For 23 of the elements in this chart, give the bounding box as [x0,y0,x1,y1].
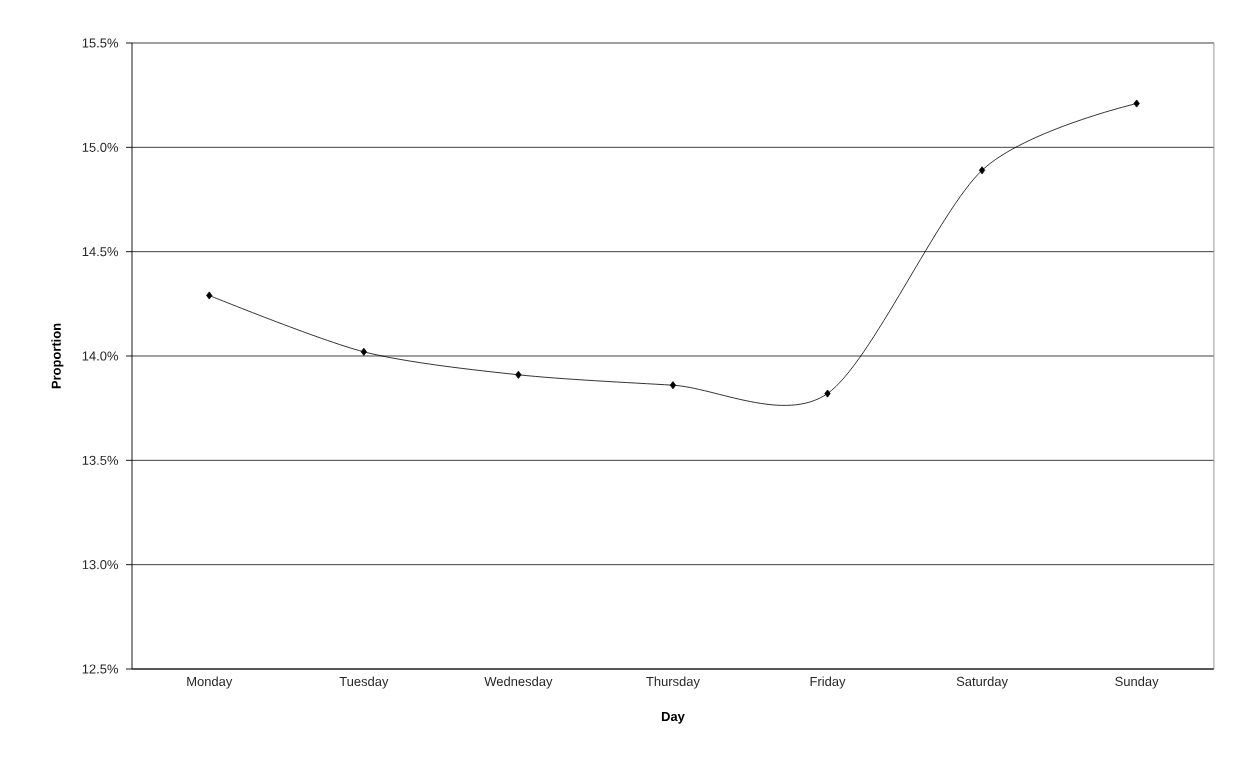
y-tick-label: 14.0% [82,351,119,361]
y-tick-label: 13.0% [82,560,119,570]
x-tick-label: Friday [810,676,846,689]
y-tick-label: 12.5% [82,664,119,674]
point [206,291,213,300]
point [824,389,831,398]
x-axis-title: Day [661,712,685,724]
x-tick-label: Tuesday [339,676,389,689]
x-tick-label: Monday [187,676,233,689]
x-tick-label: Saturday [956,676,1008,689]
y-tick-label: 14.5% [82,247,119,257]
x-tick-label: Wednesday [484,676,553,689]
y-tick-label: 13.5% [82,455,119,465]
y-tick-label: 15.0% [82,142,119,152]
point [360,347,367,356]
x-tick-label: Thursday [646,676,700,689]
x-tick-label: Sunday [1115,676,1159,689]
y-tick-label: 15.5% [82,38,119,48]
point [978,166,986,175]
point [515,370,522,379]
point [1133,99,1140,108]
point [669,381,677,390]
y-axis-title: Proportion [51,323,64,389]
